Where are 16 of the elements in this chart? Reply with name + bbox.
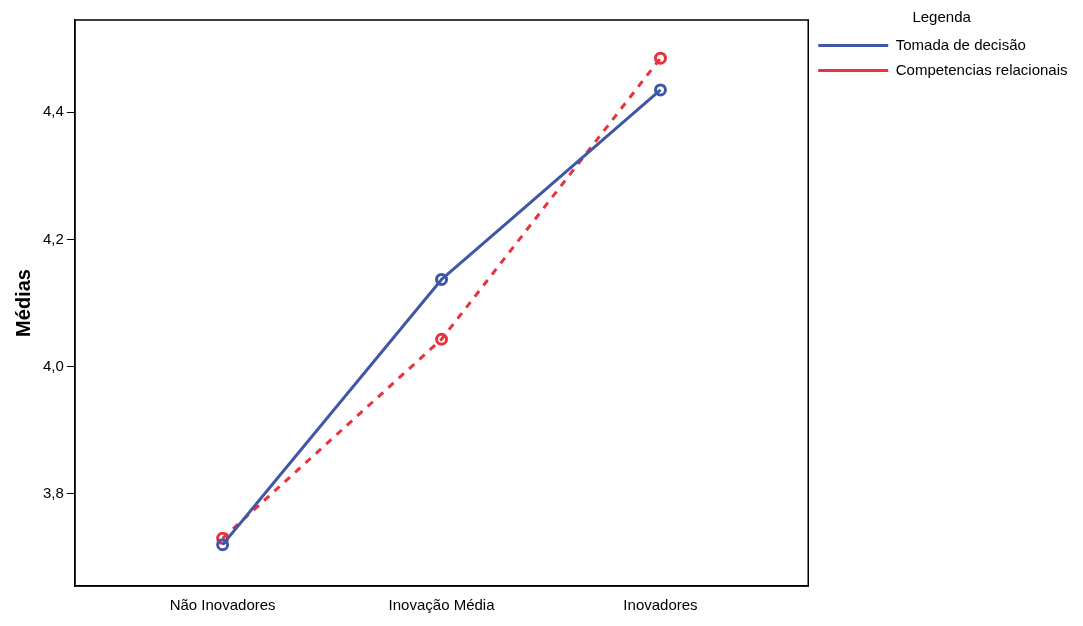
x-tick-label: Não Inovadores: [169, 596, 276, 614]
legend-label: Tomada de decisão: [895, 35, 1026, 53]
y-tick-label: 4,4: [42, 102, 64, 120]
y-axis-title: Médias: [11, 269, 34, 337]
x-tick-label: Inovadores: [623, 596, 698, 614]
y-tick-label: 4,2: [42, 229, 64, 247]
x-tick-label: Inovação Média: [388, 596, 496, 614]
legend-label: Competencias relacionais: [895, 60, 1068, 78]
y-tick-label: 4,0: [42, 356, 64, 374]
point: [216, 538, 230, 552]
point: [435, 332, 449, 346]
point: [653, 83, 667, 97]
point: [653, 51, 667, 65]
legend-title: Legenda: [912, 7, 972, 25]
point: [435, 272, 449, 286]
y-tick-label: 3,8: [42, 483, 64, 501]
